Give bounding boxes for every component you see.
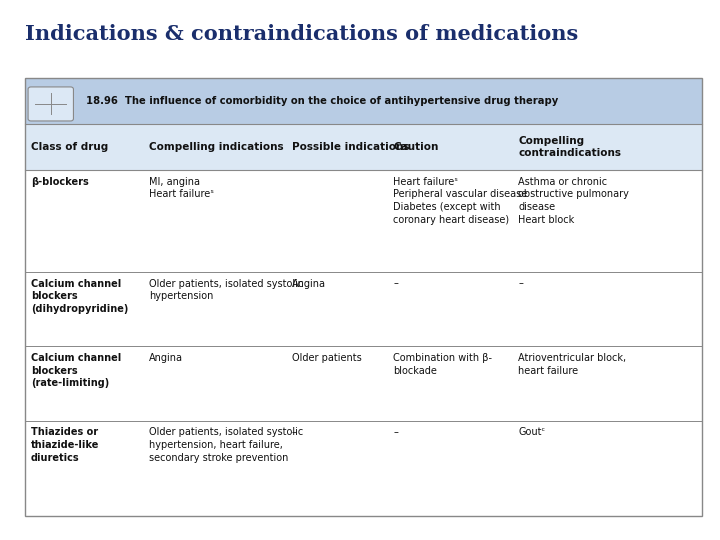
Text: β-blockers: β-blockers (31, 177, 89, 187)
Text: Older patients, isolated systolic
hypertension, heart failure,
secondary stroke : Older patients, isolated systolic hypert… (150, 427, 304, 463)
Text: –: – (393, 279, 398, 288)
Text: Indications & contraindications of medications: Indications & contraindications of medic… (25, 24, 578, 44)
Text: 18.96  The influence of comorbidity on the choice of antihypertensive drug thera: 18.96 The influence of comorbidity on th… (86, 96, 559, 106)
Bar (33, 91, 48, 102)
Text: Class of drug: Class of drug (31, 142, 108, 152)
Text: Angina: Angina (150, 353, 184, 363)
Text: –: – (518, 279, 523, 288)
Bar (33, 106, 48, 117)
Text: Caution: Caution (393, 142, 438, 152)
Text: Thiazides or
thiazide-like
diuretics: Thiazides or thiazide-like diuretics (31, 427, 99, 463)
Text: –: – (393, 427, 398, 437)
Bar (25, 78, 702, 516)
Text: Angina: Angina (292, 279, 325, 288)
Text: Older patients: Older patients (292, 353, 361, 363)
Text: –: – (292, 427, 297, 437)
FancyBboxPatch shape (28, 87, 73, 121)
Text: Calcium channel
blockers
(rate-limiting): Calcium channel blockers (rate-limiting) (31, 353, 121, 388)
Text: Heart failureˢ
Peripheral vascular disease
Diabetes (except with
coronary heart : Heart failureˢ Peripheral vascular disea… (393, 177, 527, 225)
Bar (53, 91, 68, 102)
Text: Compelling
contraindications: Compelling contraindications (518, 136, 621, 158)
Text: Older patients, isolated systolic
hypertension: Older patients, isolated systolic hypert… (150, 279, 304, 301)
Bar (25, 124, 702, 170)
Bar (25, 78, 702, 124)
Bar (53, 106, 68, 117)
Text: Calcium channel
blockers
(dihydropyridine): Calcium channel blockers (dihydropyridin… (31, 279, 128, 314)
Text: Asthma or chronic
obstructive pulmonary
disease
Heart block: Asthma or chronic obstructive pulmonary … (518, 177, 629, 225)
Text: MI, angina
Heart failureˢ: MI, angina Heart failureˢ (150, 177, 215, 199)
Text: Atrioventricular block,
heart failure: Atrioventricular block, heart failure (518, 353, 626, 376)
Text: Combination with β-
blockade: Combination with β- blockade (393, 353, 492, 376)
Text: Possible indications: Possible indications (292, 142, 409, 152)
Text: Goutᶜ: Goutᶜ (518, 427, 545, 437)
Text: Compelling indications: Compelling indications (150, 142, 284, 152)
